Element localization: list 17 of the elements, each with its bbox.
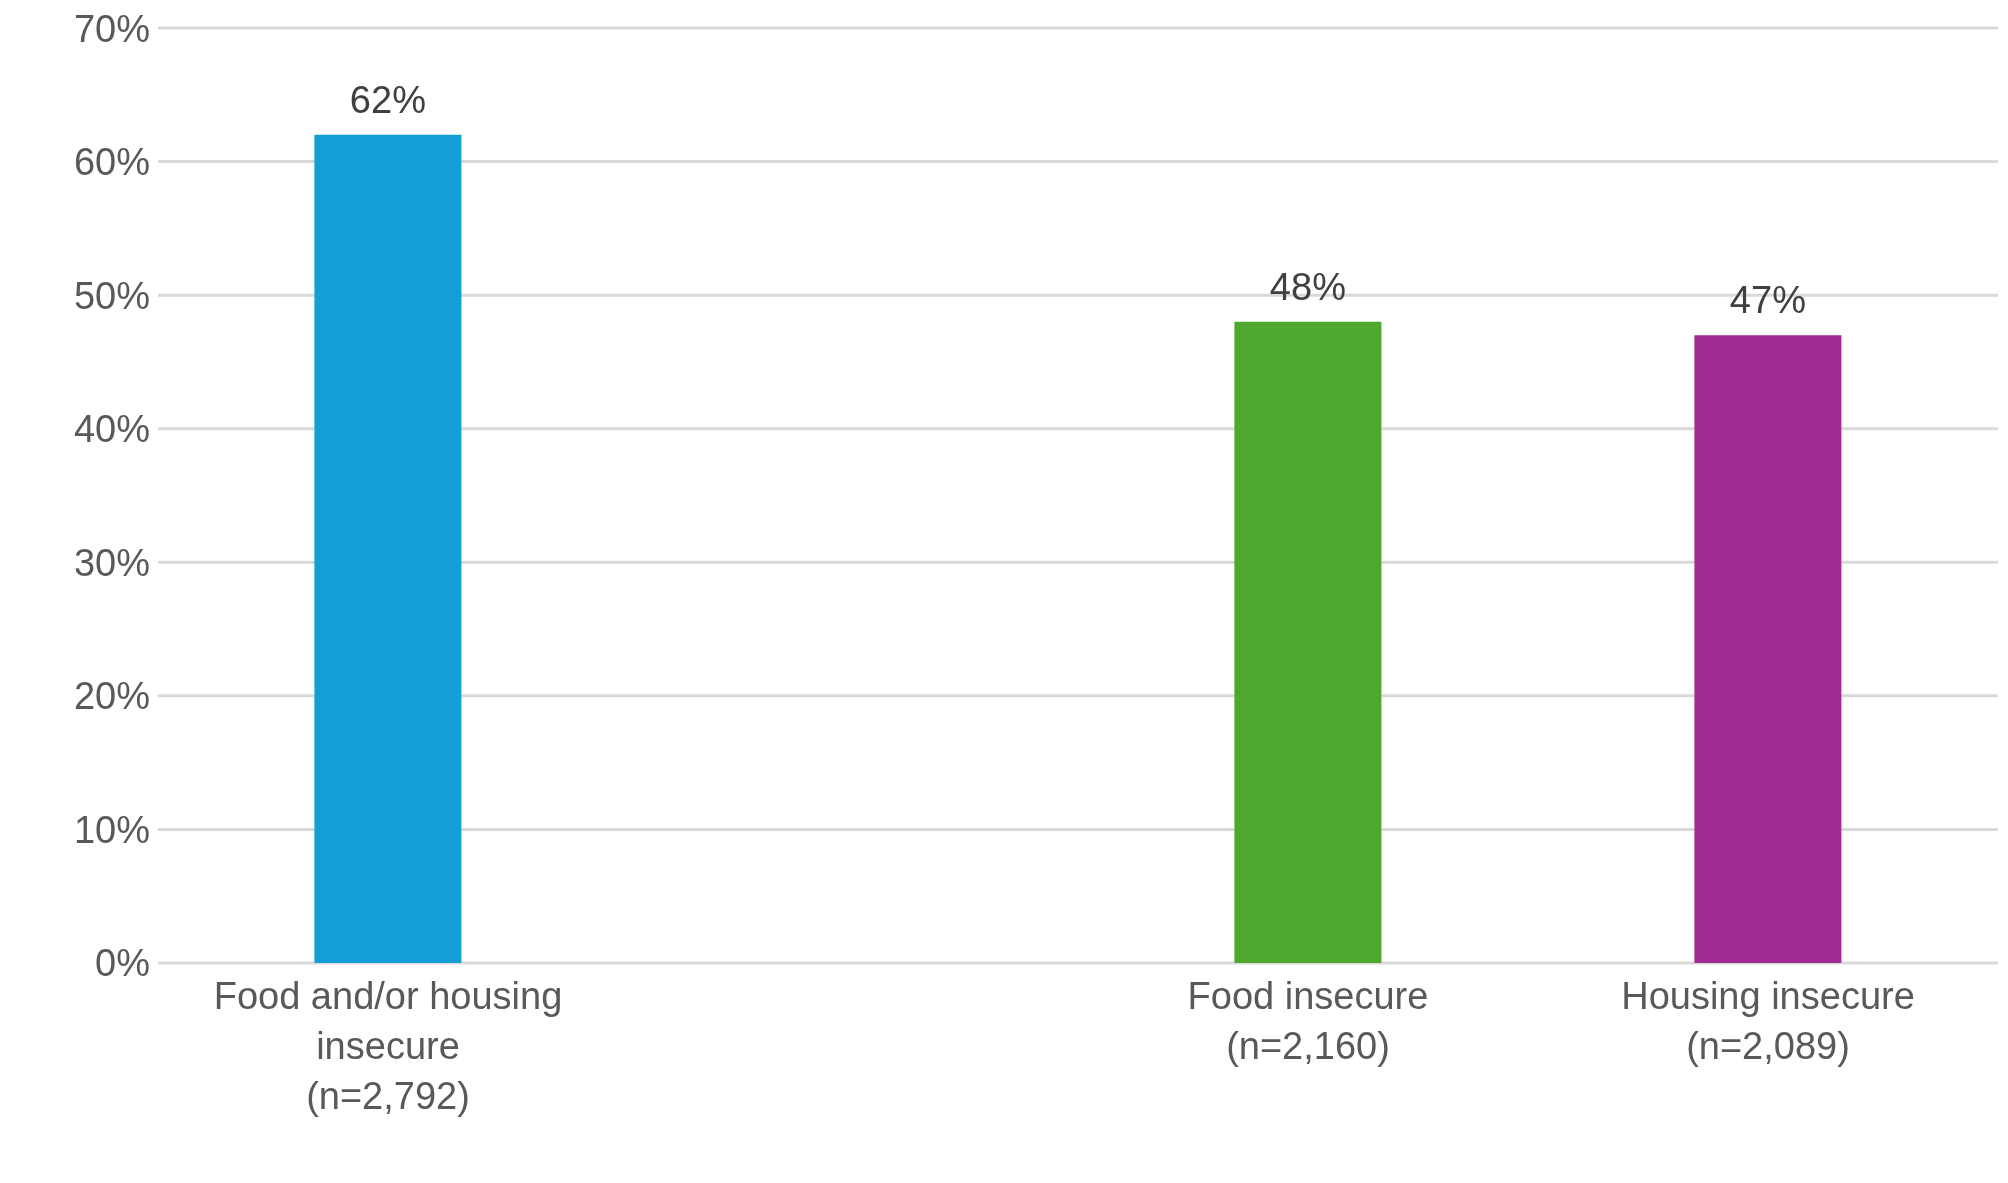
y-tick-label: 30% — [73, 541, 150, 584]
x-tick-label: Housing insecure (n=2,089) — [1621, 975, 1915, 1067]
bar — [314, 134, 462, 963]
data-label: 47% — [1729, 279, 1806, 322]
y-tick-label: 10% — [73, 808, 150, 851]
bar — [1234, 321, 1382, 963]
x-tick-label: Food and/or housing insecure (n=2,792) — [213, 975, 563, 1117]
bar — [1694, 335, 1842, 963]
x-tick-label: Food insecure (n=2,160) — [1187, 975, 1429, 1067]
y-tick-label: 70% — [73, 7, 150, 50]
y-tick-label: 20% — [73, 675, 150, 718]
y-tick-label: 0% — [95, 942, 150, 985]
y-tick-label: 60% — [73, 141, 150, 184]
y-tick-label: 50% — [73, 274, 150, 317]
y-tick-label: 40% — [73, 408, 150, 451]
data-label: 48% — [1269, 265, 1346, 308]
data-label: 62% — [349, 78, 426, 121]
